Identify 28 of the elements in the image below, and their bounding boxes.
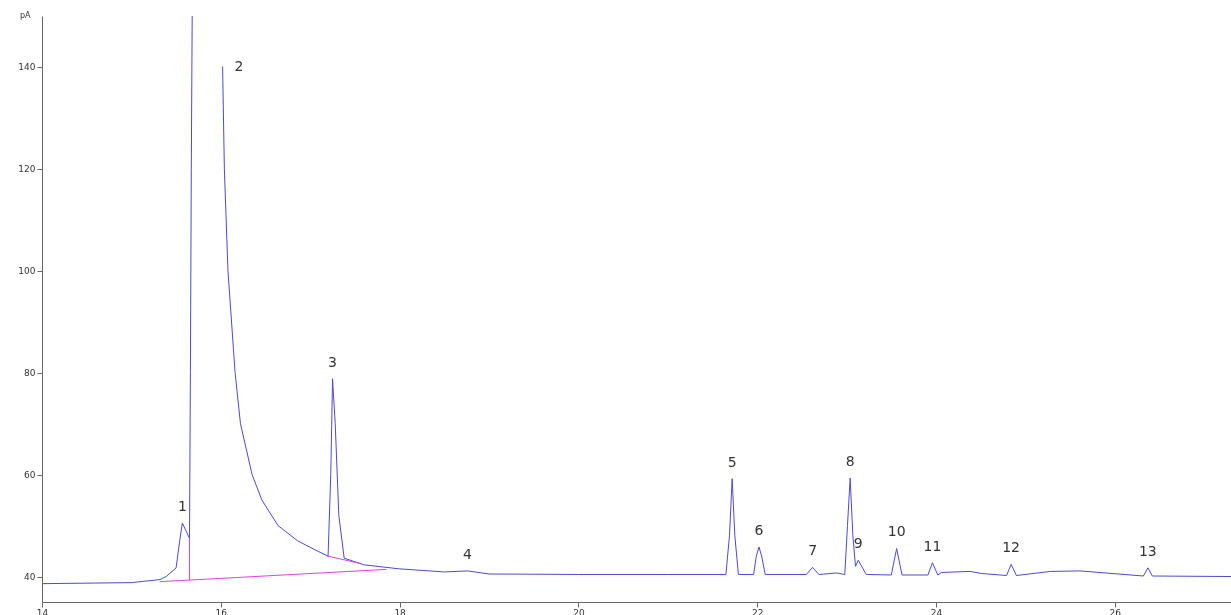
annotation: 5 [727,453,737,470]
annotation: 4 [463,545,473,562]
annotation: 9 [853,535,863,552]
y-tick-label: 40 [24,572,36,583]
x-tick-label: 20 [573,607,585,615]
y-tick-label: 80 [24,368,36,379]
annotation: 3 [328,353,338,370]
annotation: 1 [177,498,187,515]
y-tick-label: 140 [18,62,36,73]
annotation: 11 [923,537,942,554]
annotation: 2 [234,57,244,74]
x-tick-label: 26 [1109,607,1122,615]
x-tick-label: 18 [394,607,407,615]
line-series [159,537,387,583]
x-tick-label: 22 [751,607,764,615]
y-tick-label: 120 [18,164,36,175]
annotation: 8 [845,453,855,470]
x-tick-label: 24 [930,607,943,615]
y-tick-label: 60 [24,470,36,481]
annotation: 7 [808,542,818,559]
annotation: 12 [1002,539,1020,556]
y-axis-title: pA [19,10,32,20]
annotation: 10 [887,523,906,540]
annotation: 13 [1138,542,1157,559]
x-tick-label: 16 [215,607,228,615]
y-tick-label: 100 [18,266,36,277]
annotation: 6 [754,521,764,538]
x-tick-label: 14 [36,607,49,615]
